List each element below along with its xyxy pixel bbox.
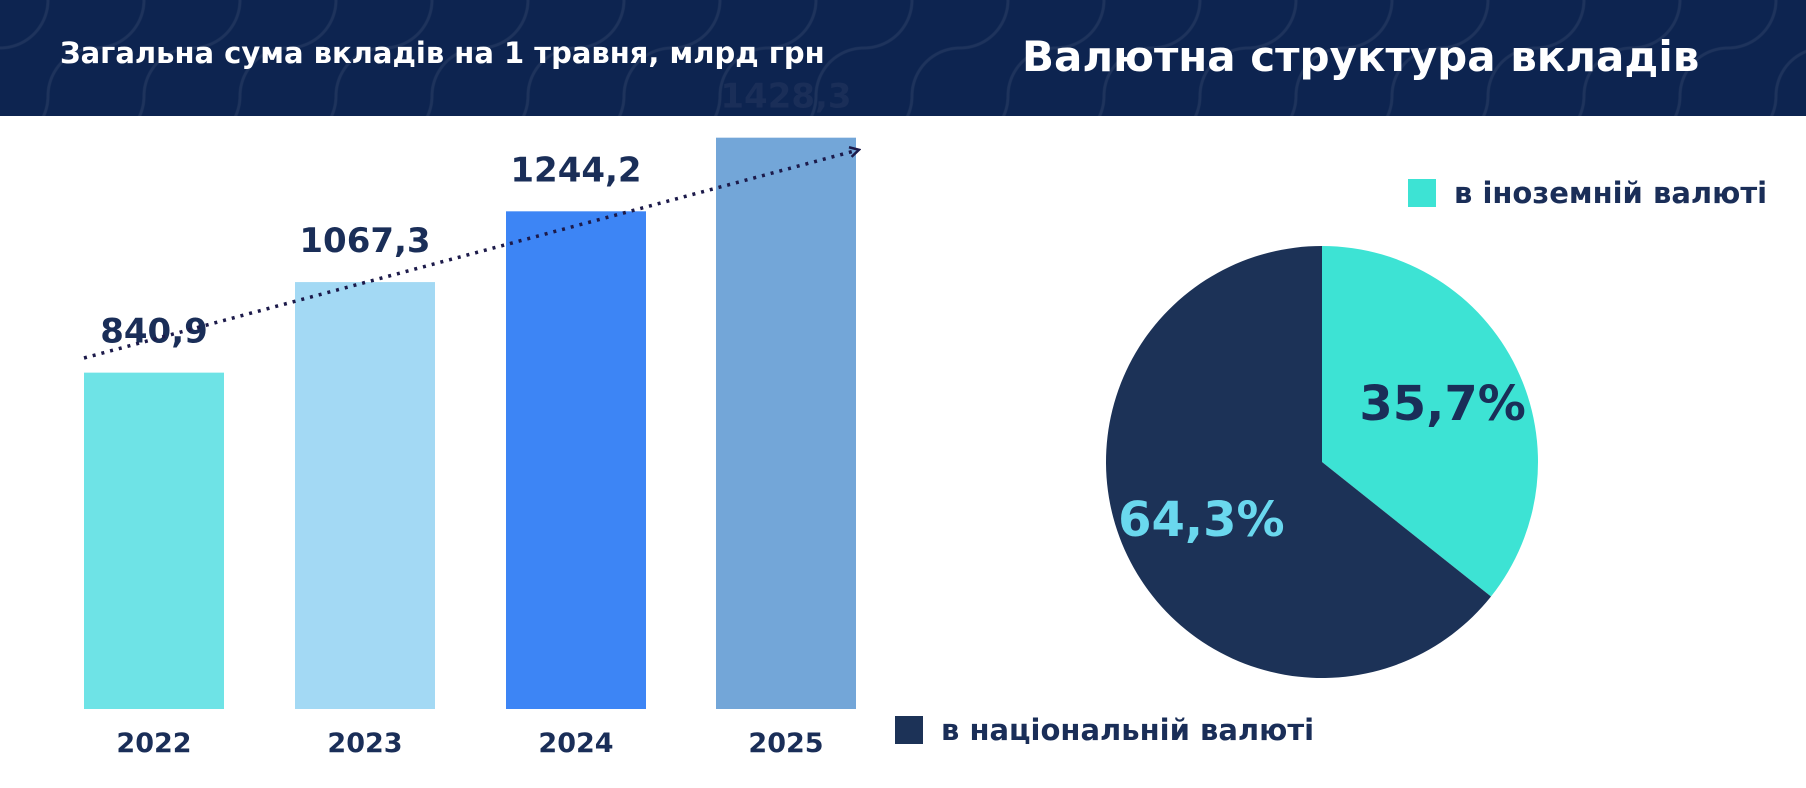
bar-value-label-2024: 1244,2: [510, 150, 641, 190]
legend-label-national: в національній валюті: [941, 713, 1315, 747]
bar-2025: [716, 137, 856, 709]
bar-chart-title: Загальна сума вкладів на 1 травня, млрд …: [60, 36, 825, 70]
bar-value-label-2025: 1428,3: [720, 77, 851, 117]
pie-value-label-foreign: 35,7%: [1359, 376, 1526, 432]
pie-slice-national: [1106, 246, 1491, 679]
x-tick-label-2024: 2024: [538, 728, 613, 759]
legend-national-currency: в національній валюті: [895, 713, 1314, 747]
bar-value-label-2022: 840,9: [100, 312, 208, 352]
bar-value-label-2023: 1067,3: [299, 221, 430, 261]
bar-2022: [84, 372, 224, 709]
legend-foreign-currency: в іноземній валюті: [1408, 176, 1767, 210]
trend-arrow: [83, 150, 858, 360]
legend-swatch-national: [895, 716, 923, 744]
pie-slice-foreign: [1322, 246, 1539, 597]
bar-2023: [295, 282, 435, 709]
legend-label-foreign: в іноземній валюті: [1454, 176, 1768, 210]
pie-chart-title: Валютна структура вкладів: [1022, 32, 1700, 81]
x-tick-label-2025: 2025: [748, 728, 823, 759]
x-tick-label-2023: 2023: [327, 728, 402, 759]
pie-value-label-national: 64,3%: [1118, 492, 1285, 548]
x-tick-label-2022: 2022: [116, 728, 191, 759]
header-banner: Загальна сума вкладів на 1 травня, млрд …: [0, 0, 1806, 116]
legend-swatch-foreign: [1408, 179, 1436, 207]
bar-2024: [506, 211, 646, 709]
